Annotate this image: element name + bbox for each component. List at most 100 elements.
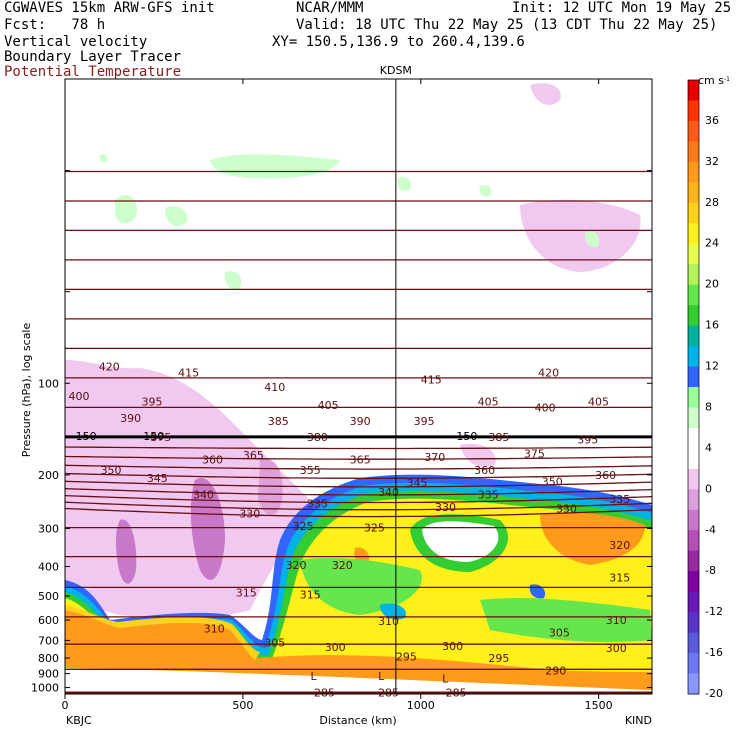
- theta-label-17: 360: [202, 453, 223, 466]
- theta-label-26: 345: [147, 472, 168, 485]
- colorbar-label-11: -8: [705, 564, 716, 577]
- theta-label-21: 370: [424, 451, 445, 464]
- theta-contour-350: [65, 488, 652, 496]
- theta-label-56: 295: [488, 652, 509, 665]
- colorbar-swatch-17: [688, 427, 699, 449]
- theta-label-43: 320: [609, 539, 630, 552]
- low-marker-0: L: [310, 670, 317, 683]
- theta-label-3: 395: [141, 396, 162, 409]
- theta-label-42: 320: [332, 559, 353, 572]
- updraft-hole-inner: [422, 521, 499, 562]
- colorbar-swatch-11: [688, 305, 699, 327]
- header-line1-left: CGWAVES 15km ARW-GFS init: [4, 0, 215, 16]
- low-marker-1: L: [378, 670, 385, 683]
- theta-label-40: 325: [364, 522, 385, 535]
- theta-label-57: 290: [545, 665, 566, 678]
- theta-label-44: 315: [236, 587, 257, 600]
- theta-label-49: 310: [606, 614, 627, 627]
- theta-label-36: 330: [435, 501, 456, 514]
- header-line5-left: Potential Temperature: [4, 64, 182, 80]
- theta-label-33: 335: [307, 497, 328, 510]
- theta-label-31: 350: [542, 475, 563, 488]
- colorbar-label-14: -20: [705, 687, 723, 700]
- theta-label-47: 310: [204, 623, 225, 636]
- theta-label-37: 330: [556, 503, 577, 516]
- colorbar-label-9: 0: [705, 482, 712, 495]
- colorbar-swatch-1: [688, 100, 699, 122]
- updraft-green-3: [480, 598, 652, 642]
- colorbar-swatch-9: [688, 264, 699, 286]
- y-axis-title: Pressure (hPa), log scale: [20, 323, 33, 458]
- left-endpoint-label: KBJC: [66, 714, 92, 727]
- colorbar-swatch-13: [688, 346, 699, 368]
- colorbar-swatch-19: [688, 468, 699, 490]
- theta-label-13: 420: [538, 366, 559, 379]
- theta-contour-370: [65, 455, 652, 460]
- descent-core-3: [258, 459, 283, 515]
- vertical-velocity-shading: [65, 83, 652, 694]
- theta-label-28: 360: [595, 469, 616, 482]
- updraft-cyan-2: [380, 603, 406, 620]
- theta-label-24: 395: [577, 433, 598, 446]
- theta-label-23: 375: [524, 447, 545, 460]
- theta-label-2: 400: [69, 390, 90, 403]
- low-marker-2: L: [442, 673, 449, 686]
- theta-contour-340: [65, 501, 652, 511]
- colorbar-label-12: -12: [705, 605, 723, 618]
- theta-label-5: 410: [264, 381, 285, 394]
- colorbar-swatch-28: [688, 653, 699, 675]
- theta-contour-375: [65, 446, 652, 450]
- theta-label-20: 365: [350, 453, 371, 466]
- colorbar-swatch-21: [688, 509, 699, 531]
- theta-label-1: 415: [178, 366, 199, 379]
- theta-label-55: 295: [396, 650, 417, 663]
- updraft-green-2: [300, 558, 422, 615]
- descent-region-mid-right: [460, 443, 496, 467]
- plot-frame: [64, 78, 653, 695]
- header-line2-left: Fcst: 78 h: [4, 17, 106, 33]
- colorbar-swatch-20: [688, 489, 699, 511]
- theta-label-34: 340: [378, 486, 399, 499]
- colorbar-swatch-4: [688, 161, 699, 183]
- theta-label-25: 350: [101, 464, 122, 477]
- y-tick-label-3: 400: [38, 560, 59, 573]
- updraft-orange-1: [540, 513, 645, 565]
- header-line1-center: NCAR/MMM: [296, 0, 364, 16]
- y-tick-label-0: 100: [38, 377, 59, 390]
- theta-label-27: 360: [474, 464, 495, 477]
- y-tick-label-5: 600: [38, 614, 59, 627]
- theta-label-53: 300: [442, 640, 463, 653]
- theta-label-14: 400: [535, 401, 556, 414]
- theta-label-19: 355: [300, 464, 321, 477]
- x-tick-label-3: 1500: [585, 699, 613, 712]
- colorbar-swatch-5: [688, 182, 699, 204]
- theta-label-46: 315: [609, 572, 630, 585]
- y-tick-label-8: 900: [38, 668, 59, 681]
- colorbar-label-5: 16: [705, 319, 719, 332]
- colorbar-swatch-25: [688, 591, 699, 613]
- station-marker-label: KDSM: [380, 64, 412, 77]
- theta-label-48: 310: [378, 615, 399, 628]
- colorbar-frame: [687, 79, 700, 695]
- theta-label-18: 365: [243, 449, 264, 462]
- colorbar-label-6: 12: [705, 360, 719, 373]
- x-tick-label-0: 0: [62, 699, 69, 712]
- theta-contour-355: [65, 480, 652, 488]
- updraft-blob-4: [224, 270, 242, 290]
- y-tick-label-2: 300: [38, 522, 59, 535]
- theta-label-38: 335: [609, 493, 630, 506]
- theta-label-7: 385: [268, 415, 289, 428]
- colorbar-swatch-0: [688, 80, 699, 101]
- colorbar-label-0: 36: [705, 114, 719, 127]
- theta-label-4: 390: [120, 412, 141, 425]
- colorbar-label-8: 4: [705, 441, 712, 454]
- colorbar-swatch-26: [688, 612, 699, 634]
- colorbar-swatch-15: [688, 387, 699, 408]
- x-tick-label-2: 1000: [407, 699, 435, 712]
- header-line3-right: XY= 150.5,136.9 to 260.4,139.6: [272, 34, 525, 50]
- y-tick-label-7: 800: [38, 652, 59, 665]
- theta-label-54: 300: [606, 642, 627, 655]
- theta-label-51: 305: [549, 627, 570, 640]
- colorbar-swatch-18: [688, 448, 699, 470]
